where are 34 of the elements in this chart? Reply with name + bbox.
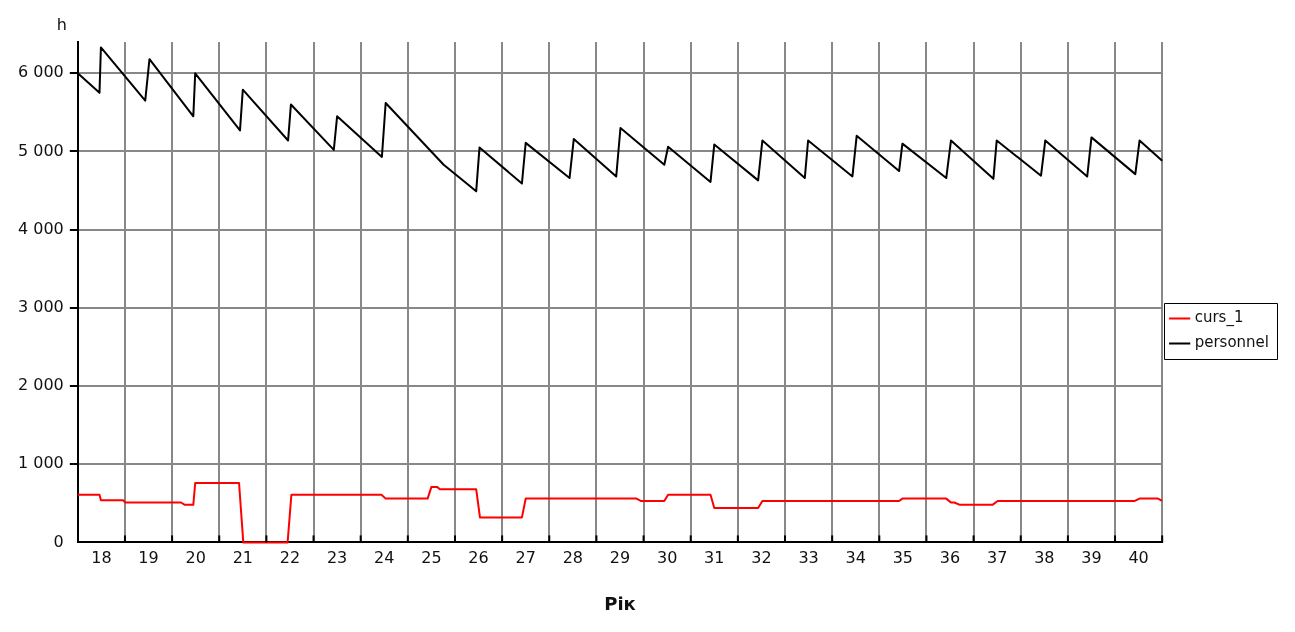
y-axis-title: h [56, 15, 67, 35]
y-tick-label: 0 [53, 531, 64, 551]
x-tick-label: 21 [232, 547, 253, 567]
x-tick-label: 35 [892, 547, 914, 567]
y-tick-label: 2 000 [17, 375, 64, 395]
x-tick-label: 32 [751, 547, 772, 567]
x-tick-label: 29 [609, 547, 631, 567]
legend-label: curs_1 [1194, 308, 1244, 328]
x-tick-label: 26 [468, 547, 489, 567]
y-tick-label: 6 000 [17, 62, 64, 82]
x-tick-label: 33 [798, 547, 819, 567]
x-tick-label: 25 [421, 547, 442, 567]
legend-label: personnel [1194, 333, 1270, 352]
x-tick-label: 27 [515, 547, 536, 567]
x-tick-label: 31 [704, 547, 725, 567]
y-tick-label: 1 000 [17, 453, 64, 473]
x-tick-label: 34 [845, 547, 866, 567]
x-tick-label: 39 [1081, 547, 1102, 567]
y-tick-label: 5 000 [17, 140, 64, 160]
x-tick-label: 20 [185, 547, 206, 567]
x-tick-label: 40 [1128, 547, 1149, 567]
x-tick-label: 28 [562, 547, 584, 567]
y-tick-label: 4 000 [17, 218, 64, 238]
x-tick-label: 18 [91, 547, 112, 567]
x-tick-label: 30 [656, 547, 678, 567]
x-tick-label: 38 [1034, 547, 1055, 567]
x-tick-label: 37 [986, 547, 1008, 567]
x-tick-label: 36 [939, 547, 961, 567]
x-axis-title: Рік [604, 592, 636, 614]
y-tick-label: 3 000 [17, 296, 64, 316]
x-tick-label: 19 [138, 547, 159, 567]
x-tick-label: 23 [326, 547, 348, 567]
x-tick-label: 24 [374, 547, 395, 567]
x-tick-label: 22 [279, 547, 301, 567]
